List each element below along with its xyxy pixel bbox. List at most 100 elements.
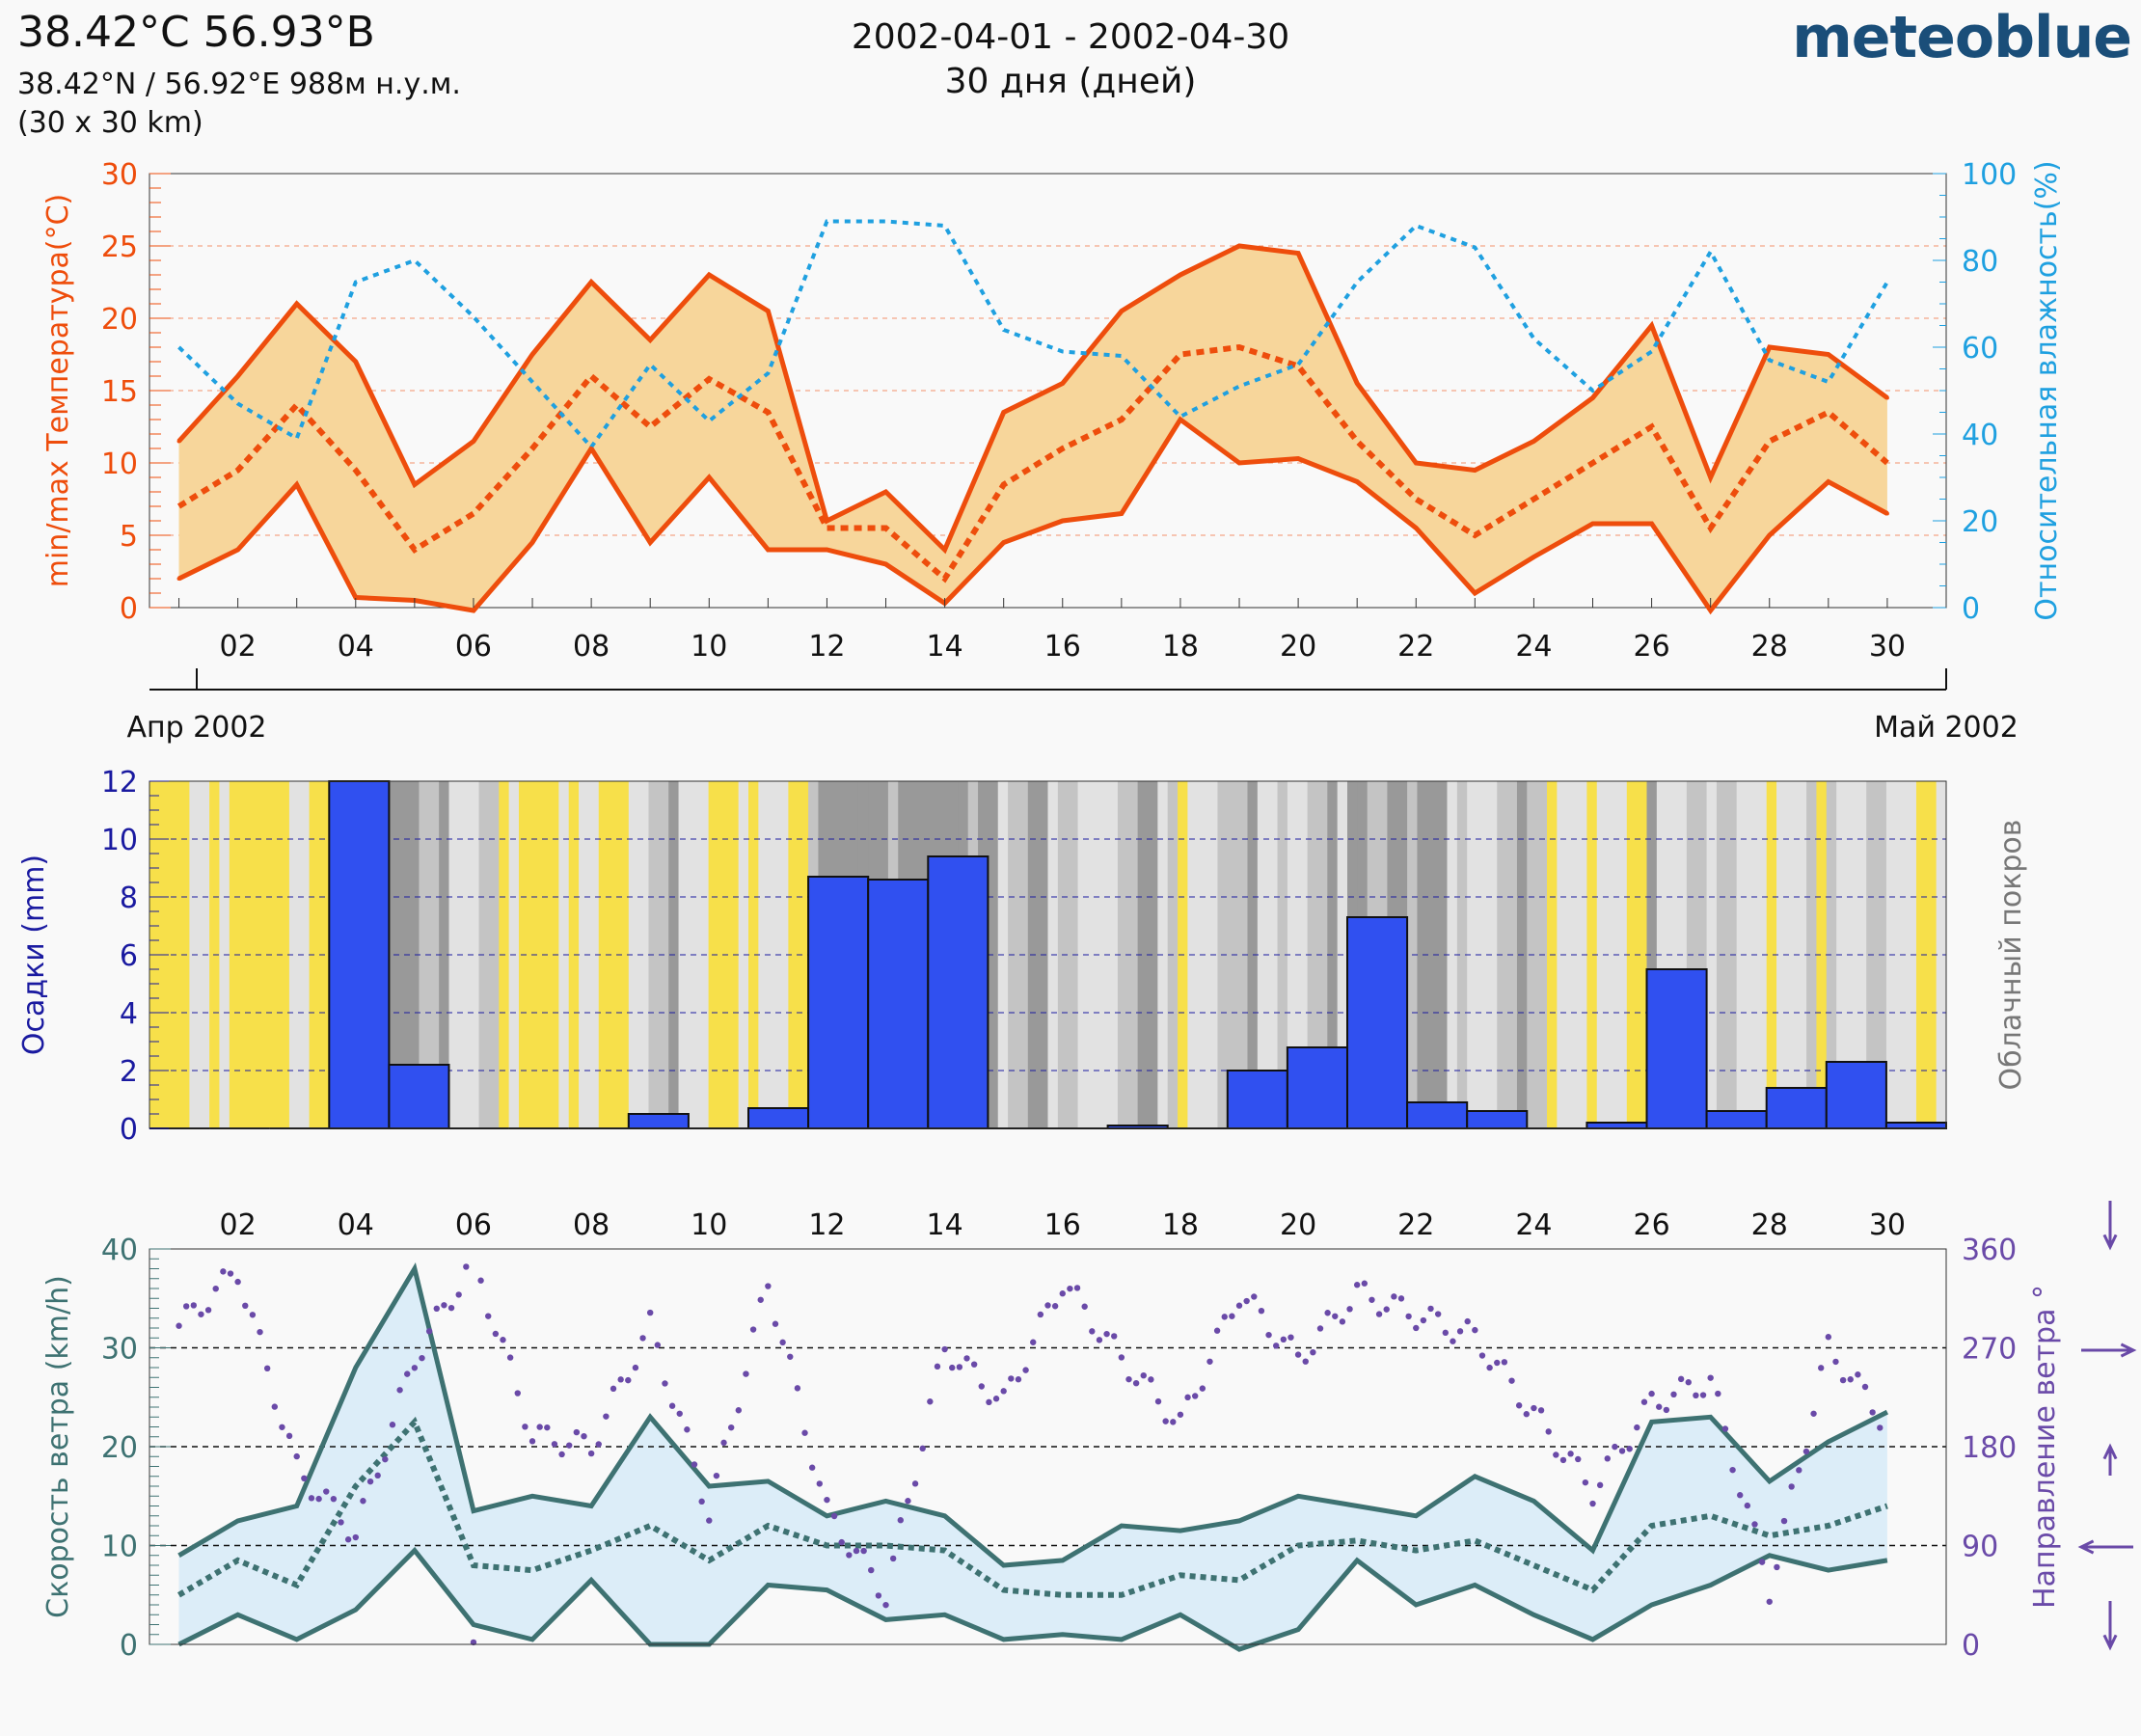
temp-max-point bbox=[1473, 468, 1477, 473]
wind-day-tick-label: 18 bbox=[1162, 1208, 1199, 1242]
cloud-axis-title: Облачный покров bbox=[1994, 820, 2028, 1091]
cloud-cover-slot bbox=[1646, 781, 1658, 1128]
wind-direction-point bbox=[1839, 1376, 1847, 1384]
precip-bar bbox=[747, 1107, 810, 1129]
wind-direction-point bbox=[1427, 1305, 1434, 1313]
wind-direction-point bbox=[220, 1268, 227, 1275]
wind-direction-point bbox=[853, 1547, 860, 1555]
wind-day-tick-label: 06 bbox=[455, 1208, 492, 1242]
wind-direction-point bbox=[352, 1533, 359, 1541]
precip-tick-label: 10 bbox=[101, 824, 138, 857]
wind-direction-point bbox=[1774, 1563, 1780, 1571]
wind-direction-point bbox=[301, 1475, 308, 1482]
wind-direction-point bbox=[1339, 1318, 1346, 1325]
cloud-cover-slot bbox=[269, 781, 281, 1128]
wind-direction-point bbox=[257, 1328, 263, 1336]
temp-max-point bbox=[235, 374, 240, 378]
wind-direction-point bbox=[425, 1328, 433, 1335]
cloud-cover-slot bbox=[1826, 781, 1837, 1128]
wind-direction-point bbox=[1192, 1393, 1199, 1399]
wind-direction-point bbox=[455, 1291, 462, 1298]
wind-direction-point bbox=[1324, 1310, 1331, 1316]
temp-max-point bbox=[1590, 395, 1595, 400]
precip-axis-title: Осадки (mm) bbox=[17, 854, 51, 1055]
wind-direction-point bbox=[1626, 1446, 1633, 1452]
wind-direction-point bbox=[1545, 1428, 1552, 1435]
wind-direction-point bbox=[330, 1495, 338, 1503]
temp-min-point bbox=[1767, 533, 1772, 537]
cloud-cover-slot bbox=[1936, 781, 1947, 1128]
cloud-cover-slot bbox=[1586, 781, 1598, 1128]
temp-max-point bbox=[1708, 475, 1713, 479]
day-tick-label: 22 bbox=[1397, 630, 1434, 664]
temp-max-point bbox=[471, 439, 475, 444]
wind-direction-point bbox=[1148, 1376, 1154, 1383]
wind-direction-point bbox=[1118, 1354, 1125, 1361]
wind-direction-point bbox=[970, 1361, 978, 1368]
wind-direction-point bbox=[1685, 1379, 1692, 1386]
wind-direction-point bbox=[1206, 1358, 1213, 1365]
wind-direction-point bbox=[1229, 1313, 1235, 1319]
temp-min-point bbox=[176, 577, 181, 581]
precip-bar bbox=[388, 1064, 450, 1129]
wind-direction-point bbox=[1744, 1502, 1751, 1509]
wind-direction-point bbox=[581, 1432, 587, 1440]
cloud-cover-slot bbox=[279, 781, 290, 1128]
wind-direction-point bbox=[963, 1355, 970, 1362]
north-arrow-bottom-icon-head bbox=[2102, 1634, 2118, 1651]
temp-max-point bbox=[176, 439, 181, 444]
cloud-cover-slot bbox=[448, 781, 460, 1128]
wind-direction-point bbox=[1861, 1383, 1869, 1391]
temp-range-band bbox=[178, 246, 1887, 610]
wind-direction-point bbox=[1869, 1409, 1876, 1416]
wind-direction-point bbox=[646, 1309, 654, 1316]
wind-direction-point bbox=[1332, 1313, 1339, 1319]
cloud-cover-slot bbox=[1257, 781, 1268, 1128]
temp-min-point bbox=[471, 609, 475, 612]
temp-max-point bbox=[1296, 251, 1301, 256]
precip-bar bbox=[1406, 1101, 1469, 1129]
cloud-cover-slot bbox=[1297, 781, 1309, 1128]
wind-direction-point bbox=[610, 1385, 617, 1393]
wind-direction-point bbox=[816, 1480, 824, 1487]
wind-direction-point bbox=[1420, 1316, 1427, 1324]
cloud-cover-slot bbox=[409, 781, 420, 1128]
wind-panel: 0 10 20 30 40 0 90 180 270 360 Скорость ветра (km/… bbox=[41, 1201, 2137, 1663]
wind-direction-point bbox=[528, 1438, 536, 1445]
wind-direction-point bbox=[1472, 1326, 1478, 1334]
wind-direction-point bbox=[1132, 1379, 1140, 1387]
meteoblue-logo[interactable]: meteoblue bbox=[1792, 4, 2132, 71]
wind-direction-point bbox=[1640, 1398, 1648, 1405]
cloud-cover-slot bbox=[1596, 781, 1608, 1128]
wind-direction-point bbox=[1877, 1424, 1884, 1431]
temp-max-point bbox=[294, 302, 299, 306]
humidity-tick-label: 60 bbox=[1962, 332, 1998, 366]
day-tick-label: 30 bbox=[1869, 630, 1906, 664]
wind-direction-point bbox=[1302, 1358, 1309, 1365]
cloud-cover-slot bbox=[469, 781, 480, 1128]
wind-direction-point bbox=[1096, 1337, 1103, 1343]
temp-min-line bbox=[177, 416, 1889, 615]
wind-direction-point bbox=[1515, 1402, 1523, 1409]
location-title: 38.42°С 56.93°В bbox=[17, 8, 375, 57]
cloud-cover-slot bbox=[1267, 781, 1279, 1128]
wind-direction-point bbox=[1567, 1451, 1574, 1457]
wind-direction-point bbox=[338, 1519, 344, 1526]
wind-direction-point bbox=[1802, 1448, 1810, 1455]
wind-direction-point bbox=[868, 1566, 875, 1574]
wind-direction-point bbox=[1008, 1375, 1015, 1382]
cloud-cover-slot bbox=[1626, 781, 1638, 1128]
wind-direction-point bbox=[654, 1342, 662, 1348]
cloud-cover-slot bbox=[419, 781, 430, 1128]
day-tick-label: 02 bbox=[220, 630, 257, 664]
cloud-cover-slot bbox=[1087, 781, 1098, 1128]
cloud-cover-slot bbox=[788, 781, 799, 1128]
wind-direction-point bbox=[1081, 1303, 1088, 1310]
wind-direction-point bbox=[1618, 1448, 1626, 1454]
wind-day-tick-label: 16 bbox=[1044, 1208, 1081, 1242]
wind-direction-point bbox=[801, 1429, 808, 1436]
wind-direction-point bbox=[573, 1428, 581, 1436]
wind-direction-point bbox=[1729, 1466, 1736, 1474]
precip-bar bbox=[1466, 1110, 1529, 1129]
temp-min-point bbox=[1296, 456, 1301, 461]
